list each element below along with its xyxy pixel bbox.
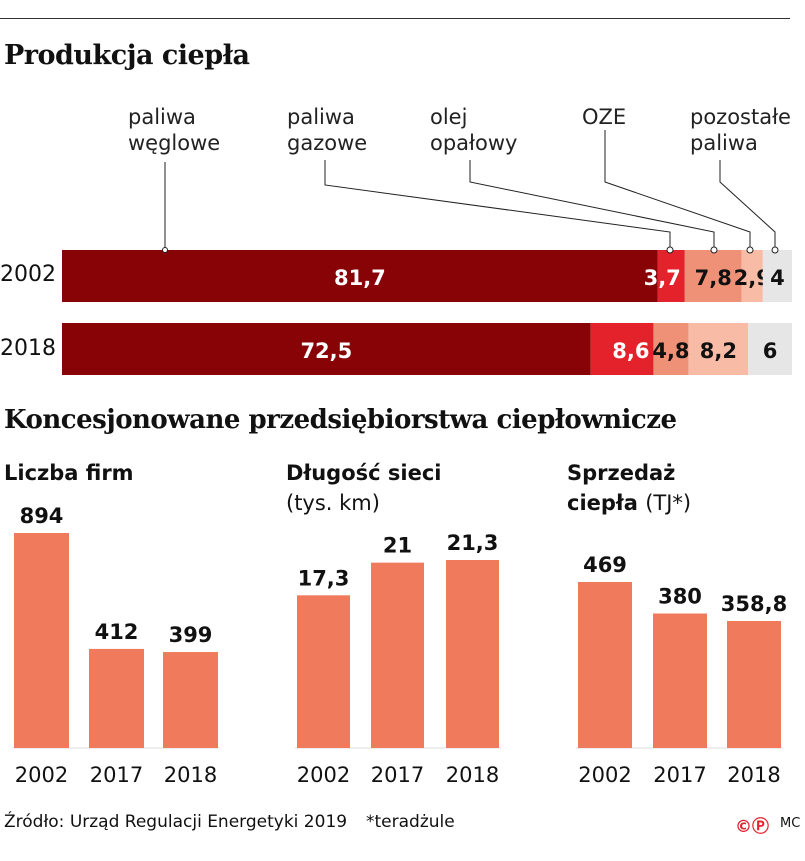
data-label: 380 bbox=[658, 585, 702, 609]
bar-segment bbox=[684, 250, 742, 302]
bar-segment bbox=[748, 323, 792, 375]
leader-gas bbox=[324, 160, 671, 248]
bar-segment bbox=[653, 323, 689, 375]
leader-dot bbox=[666, 246, 674, 254]
data-label: 81,7 bbox=[334, 266, 386, 290]
x-tick-label: 2017 bbox=[653, 763, 706, 787]
bar-segment bbox=[688, 323, 749, 375]
chart-title: Produkcja ciepła bbox=[4, 40, 250, 71]
data-label: 3,7 bbox=[644, 266, 681, 290]
data-label: 17,3 bbox=[298, 566, 350, 590]
row-label-2002: 2002 bbox=[0, 262, 56, 287]
bar bbox=[653, 613, 707, 748]
data-label: 7,8 bbox=[695, 266, 732, 290]
x-tick-label: 2018 bbox=[164, 763, 217, 787]
x-tick-label: 2002 bbox=[578, 763, 631, 787]
data-label: 21,3 bbox=[447, 531, 499, 555]
bar bbox=[727, 621, 781, 748]
data-label: 358,8 bbox=[721, 592, 787, 616]
data-label: 412 bbox=[95, 620, 139, 644]
bar-segment bbox=[762, 250, 792, 302]
leader-other bbox=[719, 160, 776, 248]
leader-oze bbox=[604, 130, 751, 248]
data-label: 4,8 bbox=[652, 339, 689, 363]
bar-segment bbox=[741, 250, 763, 302]
data-label: 72,5 bbox=[300, 339, 352, 363]
copyright-icon: ©Ⓟ bbox=[735, 817, 769, 837]
data-label: 399 bbox=[169, 623, 213, 647]
data-label: 894 bbox=[20, 504, 64, 528]
data-label: 21 bbox=[383, 534, 412, 558]
data-label: 8,2 bbox=[700, 339, 737, 363]
data-label: 469 bbox=[583, 553, 627, 577]
chart-title-network: Długość sieci (tys. km) bbox=[286, 458, 441, 518]
bar-segment bbox=[657, 250, 685, 302]
top-rule bbox=[0, 18, 790, 19]
bar bbox=[578, 582, 632, 748]
bar bbox=[89, 648, 144, 748]
unit-text: (TJ*) bbox=[645, 491, 692, 515]
data-label: 6 bbox=[763, 339, 778, 363]
source-text: Źródło: Urząd Regulacji Energetyki 2019 bbox=[4, 812, 348, 832]
bar-segment bbox=[590, 323, 654, 375]
x-tick-label: 2002 bbox=[297, 763, 350, 787]
legend-label-other: pozostałe paliwa bbox=[690, 105, 791, 155]
data-label: 4 bbox=[770, 266, 785, 290]
legend-label-gas: paliwa gazowe bbox=[287, 105, 368, 155]
credit-text: MC bbox=[780, 816, 801, 831]
leader-dot bbox=[710, 246, 718, 254]
title-text: Sprzedaż ciepła bbox=[567, 461, 676, 515]
bar bbox=[446, 560, 499, 748]
x-tick-label: 2017 bbox=[90, 763, 143, 787]
x-tick-label: 2018 bbox=[727, 763, 780, 787]
legend-label-oil: olej opałowy bbox=[430, 105, 518, 155]
bar bbox=[163, 652, 218, 748]
title-text: Długość sieci bbox=[286, 461, 442, 485]
data-label: 8,6 bbox=[612, 339, 649, 363]
bar bbox=[14, 533, 69, 748]
row-label-2018: 2018 bbox=[0, 336, 56, 361]
chart-title-firms: Liczba firm bbox=[4, 461, 134, 485]
x-tick-label: 2017 bbox=[371, 763, 424, 787]
chart-title-sales: Sprzedaż ciepła (TJ*) bbox=[567, 458, 691, 518]
leader-dot bbox=[746, 246, 754, 254]
stacked-bar-chart: 81,7 3,7 7,8 2,9 472,5 8,6 4,8 8,2 6 bbox=[62, 130, 792, 375]
x-tick-label: 2018 bbox=[446, 763, 499, 787]
leader-oil bbox=[469, 160, 715, 248]
footnote-text: *teradżule bbox=[366, 812, 455, 832]
section-title: Koncesjonowane przedsiębiorstwa ciepłown… bbox=[4, 405, 677, 435]
legend-label-coal: paliwa węglowe bbox=[128, 105, 221, 155]
bar bbox=[371, 562, 424, 748]
bar-segment bbox=[62, 323, 591, 375]
small-bar-charts: 894 2002 412 2017 399 2018 17,3 2002 21 2017 21,3 2… bbox=[12, 504, 787, 787]
leader-dot bbox=[162, 247, 168, 253]
leader-dot bbox=[771, 246, 779, 254]
x-tick-label: 2002 bbox=[15, 763, 68, 787]
unit-text: (tys. km) bbox=[286, 491, 380, 515]
legend-label-oze: OZE bbox=[582, 105, 627, 129]
bar bbox=[297, 595, 350, 748]
bar-segment bbox=[62, 250, 658, 302]
